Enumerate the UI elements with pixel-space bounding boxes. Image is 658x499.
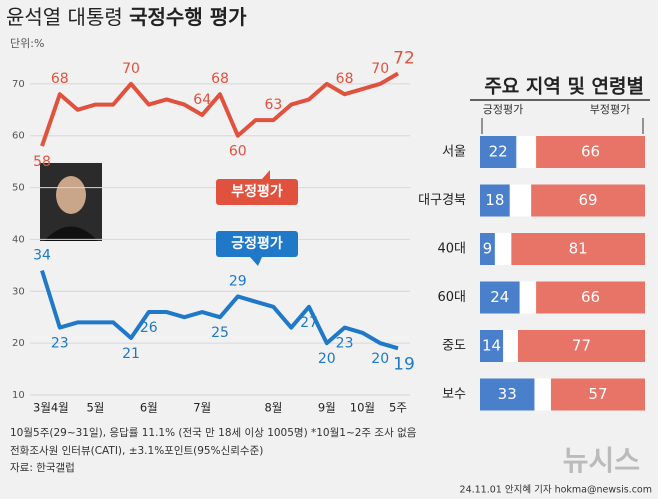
- data-label: 20: [318, 351, 336, 367]
- data-label: 70: [371, 61, 389, 77]
- data-label: 66: [581, 288, 600, 306]
- y-tick-label: 10: [12, 390, 25, 401]
- data-label: 23: [51, 336, 69, 352]
- data-label: 27: [300, 315, 318, 331]
- x-tick-label: 8월: [264, 401, 282, 415]
- x-tick-label: 7월: [193, 401, 211, 415]
- y-tick-label: 30: [12, 286, 25, 297]
- photo: [40, 163, 102, 241]
- data-label: 68: [336, 71, 354, 87]
- category-label: 보수: [442, 387, 466, 402]
- data-label: 22: [489, 143, 508, 161]
- data-label: 33: [498, 385, 517, 403]
- series-line: [40, 269, 399, 351]
- data-label: 68: [51, 71, 69, 87]
- data-label: 25: [211, 325, 229, 341]
- bar: [480, 330, 504, 362]
- data-label: 57: [588, 385, 607, 403]
- data-label: 34: [33, 248, 51, 264]
- series-callout-pointer: [250, 257, 262, 266]
- data-label: 64: [193, 92, 211, 108]
- y-tick-label: 40: [12, 234, 25, 245]
- legend-label: 부정평가: [231, 183, 283, 200]
- x-tick-label: 10월: [350, 401, 375, 415]
- data-label: 23: [336, 336, 354, 352]
- data-label: 63: [264, 97, 282, 113]
- footnote: 전화조사원 인터뷰(CATI), ±3.1%포인트(95%신뢰수준): [10, 445, 263, 457]
- photo-suit: [44, 226, 98, 241]
- category-label: 40대: [437, 242, 466, 257]
- y-tick-label: 60: [12, 131, 25, 142]
- y-tick-label: 50: [12, 183, 25, 194]
- data-label: 24: [490, 288, 509, 306]
- logo: 뉴시스: [563, 444, 640, 477]
- footnote: 자료: 한국갤럽: [10, 461, 75, 474]
- bar: [511, 233, 645, 265]
- footnote: 10월5주(29~31일), 응답률 11.1% (전국 만 18세 이상 10…: [10, 426, 417, 439]
- category-label: 대구경북: [418, 193, 466, 208]
- bar: [480, 233, 495, 265]
- x-tick-label: 3월: [33, 401, 51, 415]
- category-label: 서울: [442, 145, 466, 160]
- data-label: 60: [229, 144, 247, 160]
- bar: [480, 378, 535, 411]
- data-label: 66: [581, 143, 600, 161]
- photo-face: [56, 176, 86, 214]
- title-bold: 국정수행 평가: [129, 5, 247, 29]
- bar-title: 주요 지역 및 연령별: [484, 76, 644, 98]
- credit: 24.11.01 안지혜 기자 hokma@newsis.com: [460, 484, 652, 496]
- data-label: 21: [122, 346, 140, 362]
- legend-label: 긍정평가: [483, 103, 523, 116]
- data-label: 72: [393, 48, 415, 68]
- unit-label: 단위:%: [10, 37, 44, 50]
- bar: [480, 184, 510, 217]
- bar: [550, 378, 645, 411]
- x-tick-label: 6월: [140, 401, 158, 415]
- data-label: 69: [579, 191, 598, 209]
- bar: [517, 330, 645, 362]
- data-label: 81: [569, 240, 588, 258]
- bar: [531, 184, 645, 217]
- x-tick-label: 4월: [51, 401, 69, 415]
- data-label: 68: [211, 71, 229, 87]
- title-light: 윤석열 대통령: [6, 5, 123, 29]
- series-callout: [216, 179, 298, 205]
- series-callout-pointer: [262, 170, 270, 179]
- legend-label: 부정평가: [590, 103, 630, 116]
- x-tick-label: 9월: [318, 401, 336, 415]
- bar: [480, 281, 520, 314]
- data-label: 20: [371, 351, 389, 367]
- series-callout: [216, 231, 298, 257]
- title: 윤석열 대통령 국정수행 평가: [6, 5, 247, 29]
- data-label: 70: [122, 61, 140, 77]
- category-label: 중도: [442, 339, 466, 354]
- data-label: 18: [485, 191, 504, 209]
- bar: [480, 136, 517, 168]
- series-line: [40, 71, 400, 147]
- data-label: 14: [482, 337, 501, 355]
- data-label: 77: [572, 337, 591, 355]
- data-label: 19: [393, 354, 415, 374]
- x-tick-label: 5월: [86, 401, 104, 415]
- data-label: 9: [483, 240, 493, 258]
- bar: [536, 281, 645, 314]
- y-tick-label: 20: [12, 338, 25, 349]
- data-label: 29: [229, 273, 247, 289]
- x-tick-label: 5주: [389, 401, 407, 415]
- legend-label: 긍정평가: [231, 235, 283, 252]
- data-label: 58: [33, 154, 51, 170]
- data-label: 26: [140, 320, 158, 336]
- bar: [536, 136, 645, 168]
- y-tick-label: 70: [12, 79, 25, 90]
- category-label: 60대: [437, 290, 466, 305]
